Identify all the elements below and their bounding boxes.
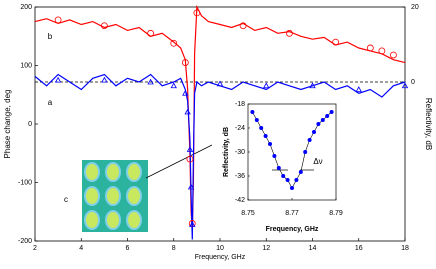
data-point: [355, 86, 362, 92]
inset-y-axis-label: Reflectivity, dB: [223, 127, 230, 177]
data-point: [147, 78, 154, 85]
data-point: [263, 134, 268, 138]
y-tick-label: -200: [18, 238, 32, 245]
inset-x-axis-label: Frequency, GHz: [266, 226, 319, 233]
x-tick-label: 18: [401, 245, 409, 252]
y-tick-label: 100: [20, 62, 32, 69]
data-point: [170, 82, 177, 89]
data-point: [329, 110, 334, 114]
data-point: [285, 29, 293, 37]
data-point: [378, 47, 386, 55]
data-point: [316, 122, 321, 126]
pointer-arrow: [145, 144, 213, 179]
inset-x-tick-label: 8.77: [285, 210, 299, 217]
inset-y-tick-label: -24: [235, 125, 245, 132]
y-tick-label: 200: [20, 4, 32, 11]
inset-annotation: Δν: [313, 157, 322, 166]
data-point: [193, 9, 201, 17]
x-tick-label: 10: [216, 245, 224, 252]
data-point: [259, 126, 264, 130]
x-tick-label: 12: [262, 245, 270, 252]
annotation: c: [64, 195, 68, 204]
data-point: [307, 138, 312, 142]
data-line: [34, 73, 406, 240]
x-tick-label: 6: [126, 245, 130, 252]
x-tick-label: 8: [172, 245, 176, 252]
inset-y-tick-label: -18: [235, 101, 245, 108]
data-point: [170, 39, 178, 47]
x-tick-label: 14: [309, 245, 317, 252]
data-point: [285, 178, 290, 182]
data-point: [309, 82, 316, 89]
data-point: [54, 16, 62, 24]
annotation: b: [48, 32, 53, 41]
data-point: [366, 44, 374, 52]
data-point: [272, 154, 277, 158]
data-point: [268, 142, 272, 146]
data-point: [312, 130, 316, 134]
y-axis-label: Phase change, deg: [3, 90, 12, 159]
data-point: [101, 76, 108, 83]
data-point: [187, 183, 195, 190]
data-point: [100, 22, 108, 30]
data-point: [216, 80, 224, 87]
data-point: [276, 166, 281, 170]
data-point: [332, 38, 340, 46]
data-point: [325, 114, 330, 118]
data-point: [290, 186, 294, 190]
data-point: [401, 82, 409, 89]
data-point: [147, 29, 155, 37]
y-tick-label: -100: [18, 179, 32, 186]
inset-y-tick-label: -36: [235, 173, 245, 180]
data-point: [239, 22, 247, 30]
data-point: [298, 170, 303, 174]
data-point: [281, 174, 286, 178]
y2-axis-label: Reflectivity, dB: [424, 98, 433, 150]
data-point: [186, 155, 194, 163]
data-point: [182, 89, 189, 96]
data-point: [320, 118, 325, 122]
data-point: [254, 118, 259, 122]
annotation: a: [48, 98, 53, 107]
y2-tick-label: 20: [411, 4, 419, 11]
inset-y-tick-label: -30: [235, 149, 245, 156]
x-axis-label: Frequency, GHz: [195, 254, 246, 261]
inset-y-tick-label: -42: [235, 197, 245, 204]
data-point: [263, 82, 270, 89]
data-point: [294, 178, 299, 182]
data-line: [34, 4, 406, 230]
data-point: [54, 76, 62, 83]
x-tick-label: 16: [355, 245, 363, 252]
y-tick-label: 0: [28, 121, 32, 128]
data-point: [186, 146, 194, 152]
data-point: [181, 59, 189, 66]
inset-background: [216, 97, 346, 240]
pattern-image: [82, 160, 148, 232]
inset-x-tick-label: 8.79: [329, 210, 343, 217]
y2-tick-label: 0: [411, 79, 415, 86]
x-tick-label: 4: [79, 245, 83, 252]
data-point: [184, 108, 191, 115]
data-point: [390, 51, 397, 59]
data-point: [250, 110, 255, 114]
data-point: [189, 221, 196, 227]
data-point: [303, 150, 308, 154]
x-tick-label: 2: [33, 245, 37, 252]
inset-x-tick-label: 8.75: [241, 210, 255, 217]
